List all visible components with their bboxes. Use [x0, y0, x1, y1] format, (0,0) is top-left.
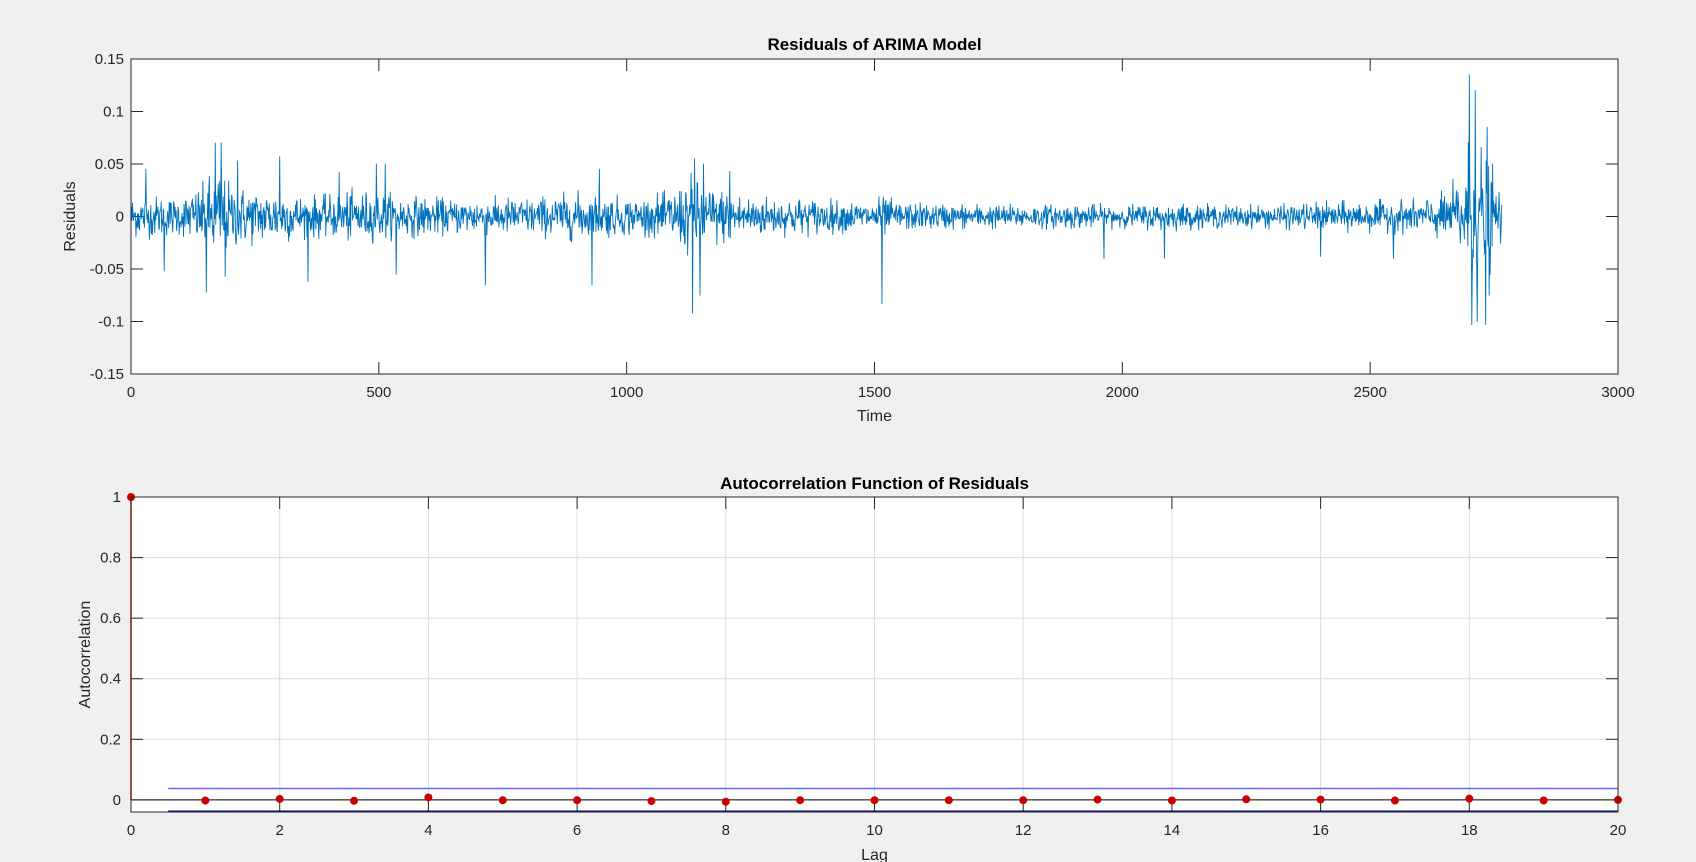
- acf-marker: [1093, 795, 1102, 804]
- acf-xtick-label: 2: [276, 822, 284, 839]
- acf-marker: [1316, 795, 1325, 804]
- acf-ytick-label: 0: [113, 792, 121, 809]
- residuals-series: [130, 74, 1503, 326]
- acf-marker: [1167, 796, 1176, 805]
- acf-marker: [498, 796, 507, 805]
- acf-ytick-label: 0.8: [100, 550, 121, 567]
- acf-axis-ticks: 0 2 4 6 8 10 12 14 16 18 20 0 0.2 0.4 0.6 0.8 1: [100, 489, 1626, 839]
- acf-xtick-label: 4: [424, 822, 432, 839]
- acf-axes-box: [130, 496, 1619, 813]
- residuals-ytick-label: -0.15: [90, 366, 124, 383]
- residuals-ytick-label: 0.15: [95, 51, 124, 68]
- acf-confidence-bounds: [168, 787, 1618, 812]
- residuals-xtick-label: 500: [366, 384, 391, 401]
- acf-marker: [1465, 794, 1474, 803]
- acf-xtick-label: 0: [127, 822, 135, 839]
- residuals-xtick-label: 2500: [1353, 384, 1386, 401]
- acf-marker: [1390, 796, 1399, 805]
- residuals-xtick-label: 1000: [610, 384, 643, 401]
- acf-ytick-label: 0.2: [100, 731, 121, 748]
- residuals-xtick-label: 0: [127, 384, 135, 401]
- acf-ytick-label: 0.4: [100, 671, 121, 688]
- acf-subplot: 0 2 4 6 8 10 12 14 16 18 20 0 0.2 0.4 0.6 0.8 1 Autocorr…: [77, 474, 1626, 862]
- acf-xtick-label: 6: [573, 822, 581, 839]
- residuals-xtick-label: 3000: [1601, 384, 1634, 401]
- acf-xtick-label: 14: [1164, 822, 1181, 839]
- acf-ytick-label: 1: [113, 489, 121, 506]
- acf-marker: [1019, 796, 1028, 805]
- residuals-ylabel: Residuals: [62, 181, 79, 251]
- acf-marker: [796, 796, 805, 805]
- acf-xtick-label: 18: [1461, 822, 1478, 839]
- acf-marker: [721, 797, 730, 806]
- acf-title: Autocorrelation Function of Residuals: [720, 474, 1029, 493]
- residuals-axes-box: [130, 58, 1619, 375]
- acf-ytick-label: 0.6: [100, 610, 121, 627]
- residuals-xtick-label: 2000: [1106, 384, 1139, 401]
- residuals-line: [130, 74, 1503, 326]
- residuals-ytick-label: 0.05: [95, 156, 124, 173]
- acf-xtick-label: 8: [722, 822, 730, 839]
- acf-ylabel: Autocorrelation: [77, 601, 94, 709]
- acf-marker: [870, 796, 879, 805]
- acf-xlabel: Lag: [861, 847, 888, 862]
- acf-stems: [127, 493, 1622, 806]
- acf-marker: [1539, 796, 1548, 805]
- acf-marker: [350, 796, 359, 805]
- residuals-subplot: 0 500 1000 1500 2000 2500 3000 -0.15 -0.1 -0.05 0 0…: [62, 35, 1635, 425]
- residuals-xlabel: Time: [857, 408, 892, 425]
- acf-xtick-label: 20: [1610, 822, 1627, 839]
- acf-marker: [275, 794, 284, 803]
- acf-xtick-label: 12: [1015, 822, 1032, 839]
- acf-marker: [201, 796, 210, 805]
- acf-marker: [647, 797, 656, 806]
- residuals-ytick-label: -0.1: [98, 314, 124, 331]
- acf-marker: [424, 793, 433, 802]
- residuals-xtick-label: 1500: [858, 384, 891, 401]
- acf-xtick-label: 10: [866, 822, 883, 839]
- acf-marker: [1242, 795, 1251, 804]
- residuals-title: Residuals of ARIMA Model: [767, 35, 981, 54]
- residuals-ytick-label: 0: [116, 209, 124, 226]
- residuals-ytick-label: -0.05: [90, 261, 124, 278]
- acf-marker: [573, 796, 582, 805]
- acf-xtick-label: 16: [1312, 822, 1329, 839]
- acf-marker: [944, 796, 953, 805]
- residuals-ytick-label: 0.1: [103, 104, 124, 121]
- residuals-axis-ticks: 0 500 1000 1500 2000 2500 3000 -0.15 -0.1 -0.05 0 0…: [90, 51, 1635, 401]
